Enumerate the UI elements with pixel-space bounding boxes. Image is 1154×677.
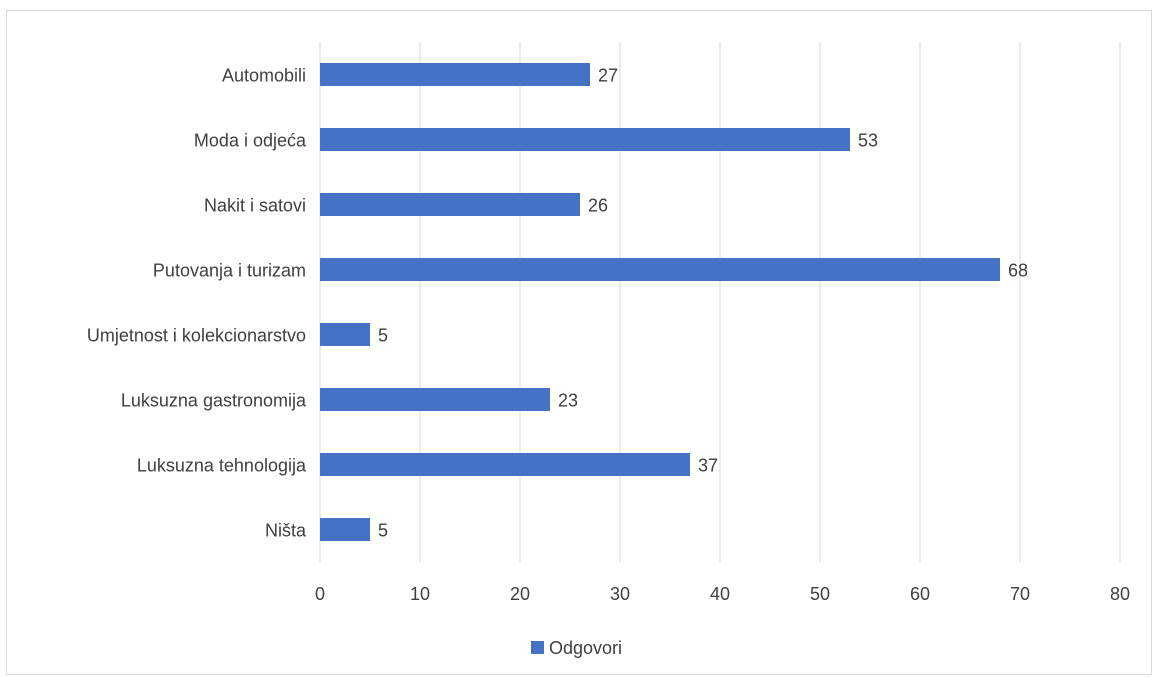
x-axis-tick-labels: 0 10 20 30 40 50 60 70 80 — [315, 584, 1130, 604]
data-label: 68 — [1008, 261, 1028, 281]
chart-frame — [6, 10, 1152, 675]
x-tick-label: 80 — [1110, 584, 1130, 604]
bars — [320, 63, 1000, 541]
data-labels: 27 53 26 68 5 23 37 5 — [378, 66, 1028, 541]
x-tick-label: 70 — [1010, 584, 1030, 604]
category-label: Putovanja i turizam — [153, 261, 306, 281]
data-label: 5 — [378, 521, 388, 541]
x-tick-label: 20 — [510, 584, 530, 604]
x-tick-label: 60 — [910, 584, 930, 604]
category-label: Nakit i satovi — [204, 196, 306, 216]
data-label: 27 — [598, 66, 618, 86]
data-label: 5 — [378, 326, 388, 346]
data-label: 23 — [558, 391, 578, 411]
x-tick-label: 10 — [410, 584, 430, 604]
bar — [320, 128, 850, 151]
bar — [320, 193, 580, 216]
data-label: 37 — [698, 456, 718, 476]
legend: Odgovori — [531, 638, 622, 658]
bar — [320, 518, 370, 541]
bar — [320, 323, 370, 346]
category-label: Automobili — [222, 66, 306, 86]
bar — [320, 63, 590, 86]
data-label: 53 — [858, 131, 878, 151]
gridlines — [319, 42, 1121, 562]
x-tick-label: 0 — [315, 584, 325, 604]
category-labels: Automobili Moda i odjeća Nakit i satovi Put… — [87, 66, 307, 541]
x-tick-label: 40 — [710, 584, 730, 604]
data-label: 26 — [588, 196, 608, 216]
category-label: Ništa — [265, 521, 307, 541]
x-tick-label: 30 — [610, 584, 630, 604]
category-label: Luksuzna tehnologija — [137, 456, 307, 476]
bar — [320, 388, 550, 411]
category-label: Umjetnost i kolekcionarstvo — [87, 326, 306, 346]
bar — [320, 258, 1000, 281]
category-label: Luksuzna gastronomija — [121, 391, 307, 411]
category-label: Moda i odjeća — [194, 131, 307, 151]
x-tick-label: 50 — [810, 584, 830, 604]
legend-label: Odgovori — [549, 638, 622, 658]
bar — [320, 453, 690, 476]
legend-swatch — [531, 641, 544, 654]
